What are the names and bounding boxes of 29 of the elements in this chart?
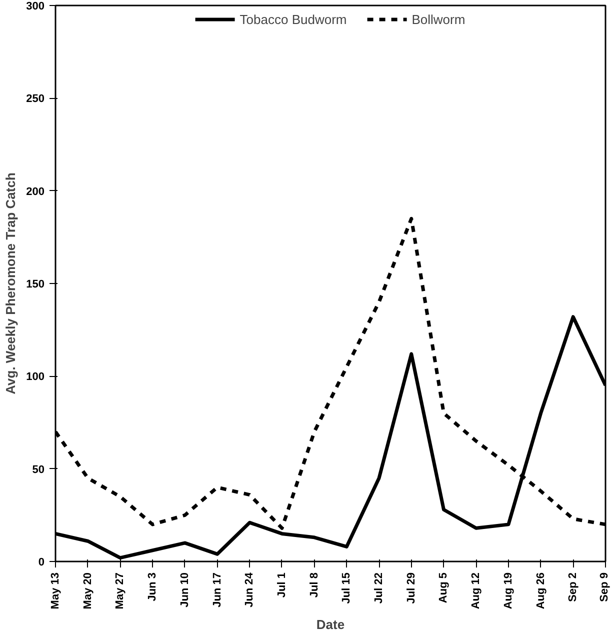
x-tick-label: Jun 3 [146, 572, 159, 602]
y-tick-label: 100 [26, 371, 45, 384]
x-tick-label: May 27 [114, 572, 126, 610]
x-tick-label: May 20 [82, 572, 94, 610]
x-tick-label: Aug 19 [502, 572, 514, 610]
x-tick-label: Aug 5 [438, 572, 450, 604]
y-tick-label: 300 [26, 0, 45, 12]
x-axis-title: Date [316, 617, 345, 632]
x-tick-label: Jul 8 [308, 572, 320, 598]
x-tick-label: Aug 26 [534, 572, 547, 610]
legend-label: Tobacco Budworm [240, 12, 347, 26]
y-axis-title: Avg. Weekly Pheromone Trap Catch [3, 172, 18, 394]
x-tick-label: Sep 9 [598, 572, 610, 602]
x-tick-label: Aug 12 [470, 572, 482, 610]
legend-label: Bollworm [412, 12, 466, 26]
x-tick-label: Jul 1 [276, 572, 288, 598]
x-tick-label: Jul 15 [340, 572, 353, 604]
x-tick-label: May 13 [50, 572, 62, 610]
x-tick-label: Jun 17 [211, 572, 224, 608]
y-tick-label: 150 [26, 278, 45, 290]
y-tick-label: 200 [26, 186, 45, 198]
x-tick-label: Jun 10 [178, 572, 191, 608]
x-tick-label: Sep 2 [567, 572, 580, 602]
y-tick-label: 0 [38, 556, 45, 568]
x-tick-label: Jul 29 [405, 572, 418, 604]
x-tick-label: Jun 24 [244, 572, 256, 608]
x-tick-label: Jul 22 [373, 572, 386, 604]
y-tick-label: 250 [26, 93, 45, 106]
y-tick-label: 50 [32, 464, 45, 476]
